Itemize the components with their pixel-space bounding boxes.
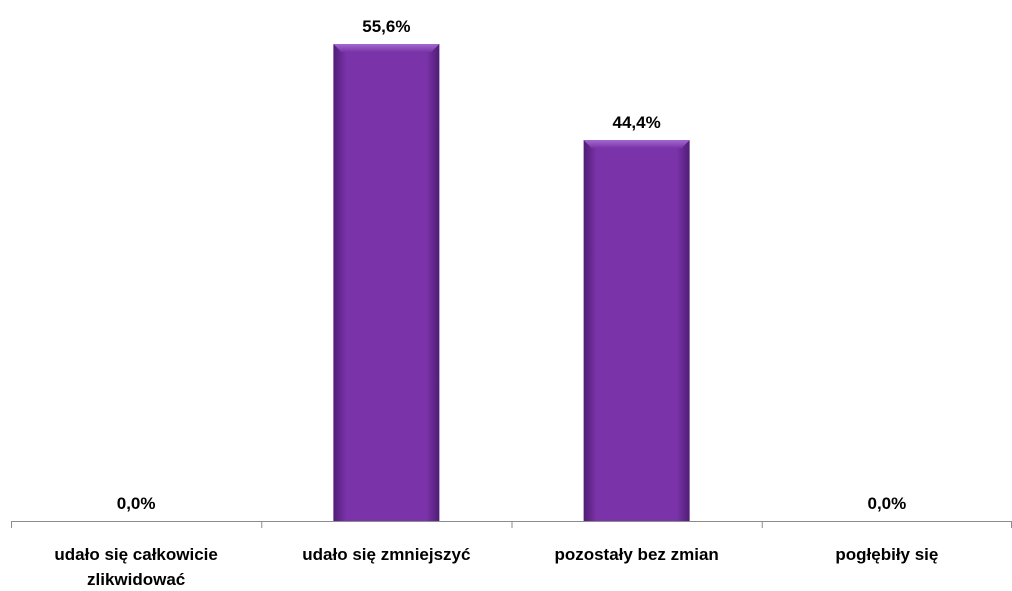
category-label: udało się zmniejszyć — [302, 545, 470, 564]
bars-group — [333, 44, 690, 521]
x-axis-ticks — [11, 521, 1012, 528]
bar — [333, 44, 440, 521]
data-label: 55,6% — [362, 17, 410, 36]
bar-bevel — [583, 140, 690, 149]
category-label-line: pozostały bez zmian — [554, 545, 718, 564]
category-label-line: udało się całkowicie — [54, 545, 217, 564]
value-labels-group: 0,0% 55,6% 44,4% 0,0% — [117, 17, 907, 513]
category-label: udało się całkowicie zlikwidować — [54, 545, 217, 589]
data-label: 0,0% — [117, 494, 156, 513]
data-label: 0,0% — [868, 494, 907, 513]
bar-bevel — [333, 44, 440, 52]
category-label-line: zlikwidować — [87, 570, 185, 589]
category-label: pogłębiły się — [835, 545, 938, 564]
bar — [583, 140, 690, 521]
category-label-line: pogłębiły się — [835, 545, 938, 564]
category-label-line: udało się zmniejszyć — [302, 545, 470, 564]
category-label: pozostały bez zmian — [554, 545, 718, 564]
data-label: 44,4% — [613, 113, 661, 132]
